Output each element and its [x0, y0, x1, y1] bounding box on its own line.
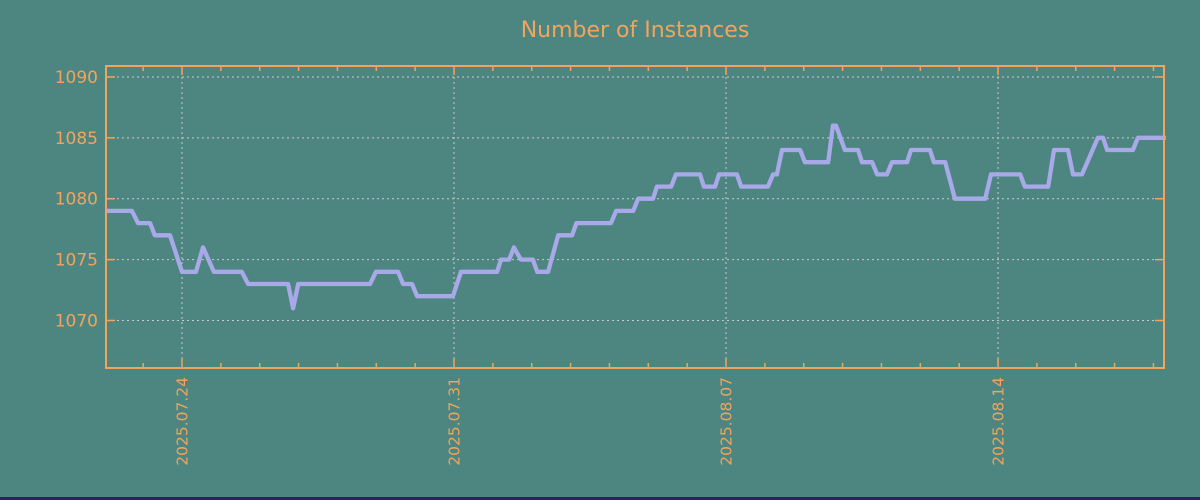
- y-tick-label: 1080: [55, 190, 98, 210]
- chart-title: Number of Instances: [520, 18, 750, 43]
- y-tick-label: 1090: [55, 68, 98, 88]
- series-line: [105, 123, 1166, 311]
- grid: [107, 67, 1163, 367]
- plot-frame: [105, 65, 1165, 369]
- x-tick-label: 2025.08.07: [718, 377, 736, 466]
- y-tick-label: 1070: [55, 312, 98, 332]
- bottom-edge-strip: [0, 497, 1200, 500]
- y-tick-label: 1085: [55, 129, 98, 149]
- axis-labels: 1070 1075 1080 1085 1090 2025.07.24 2025.07.31…: [55, 68, 1008, 466]
- x-tick-label: 2025.07.31: [446, 377, 464, 466]
- x-tick-label: 2025.07.24: [174, 377, 192, 466]
- axis-ticks: [106, 66, 1164, 368]
- x-tick-label: 2025.08.14: [990, 377, 1008, 466]
- y-tick-label: 1075: [55, 251, 98, 271]
